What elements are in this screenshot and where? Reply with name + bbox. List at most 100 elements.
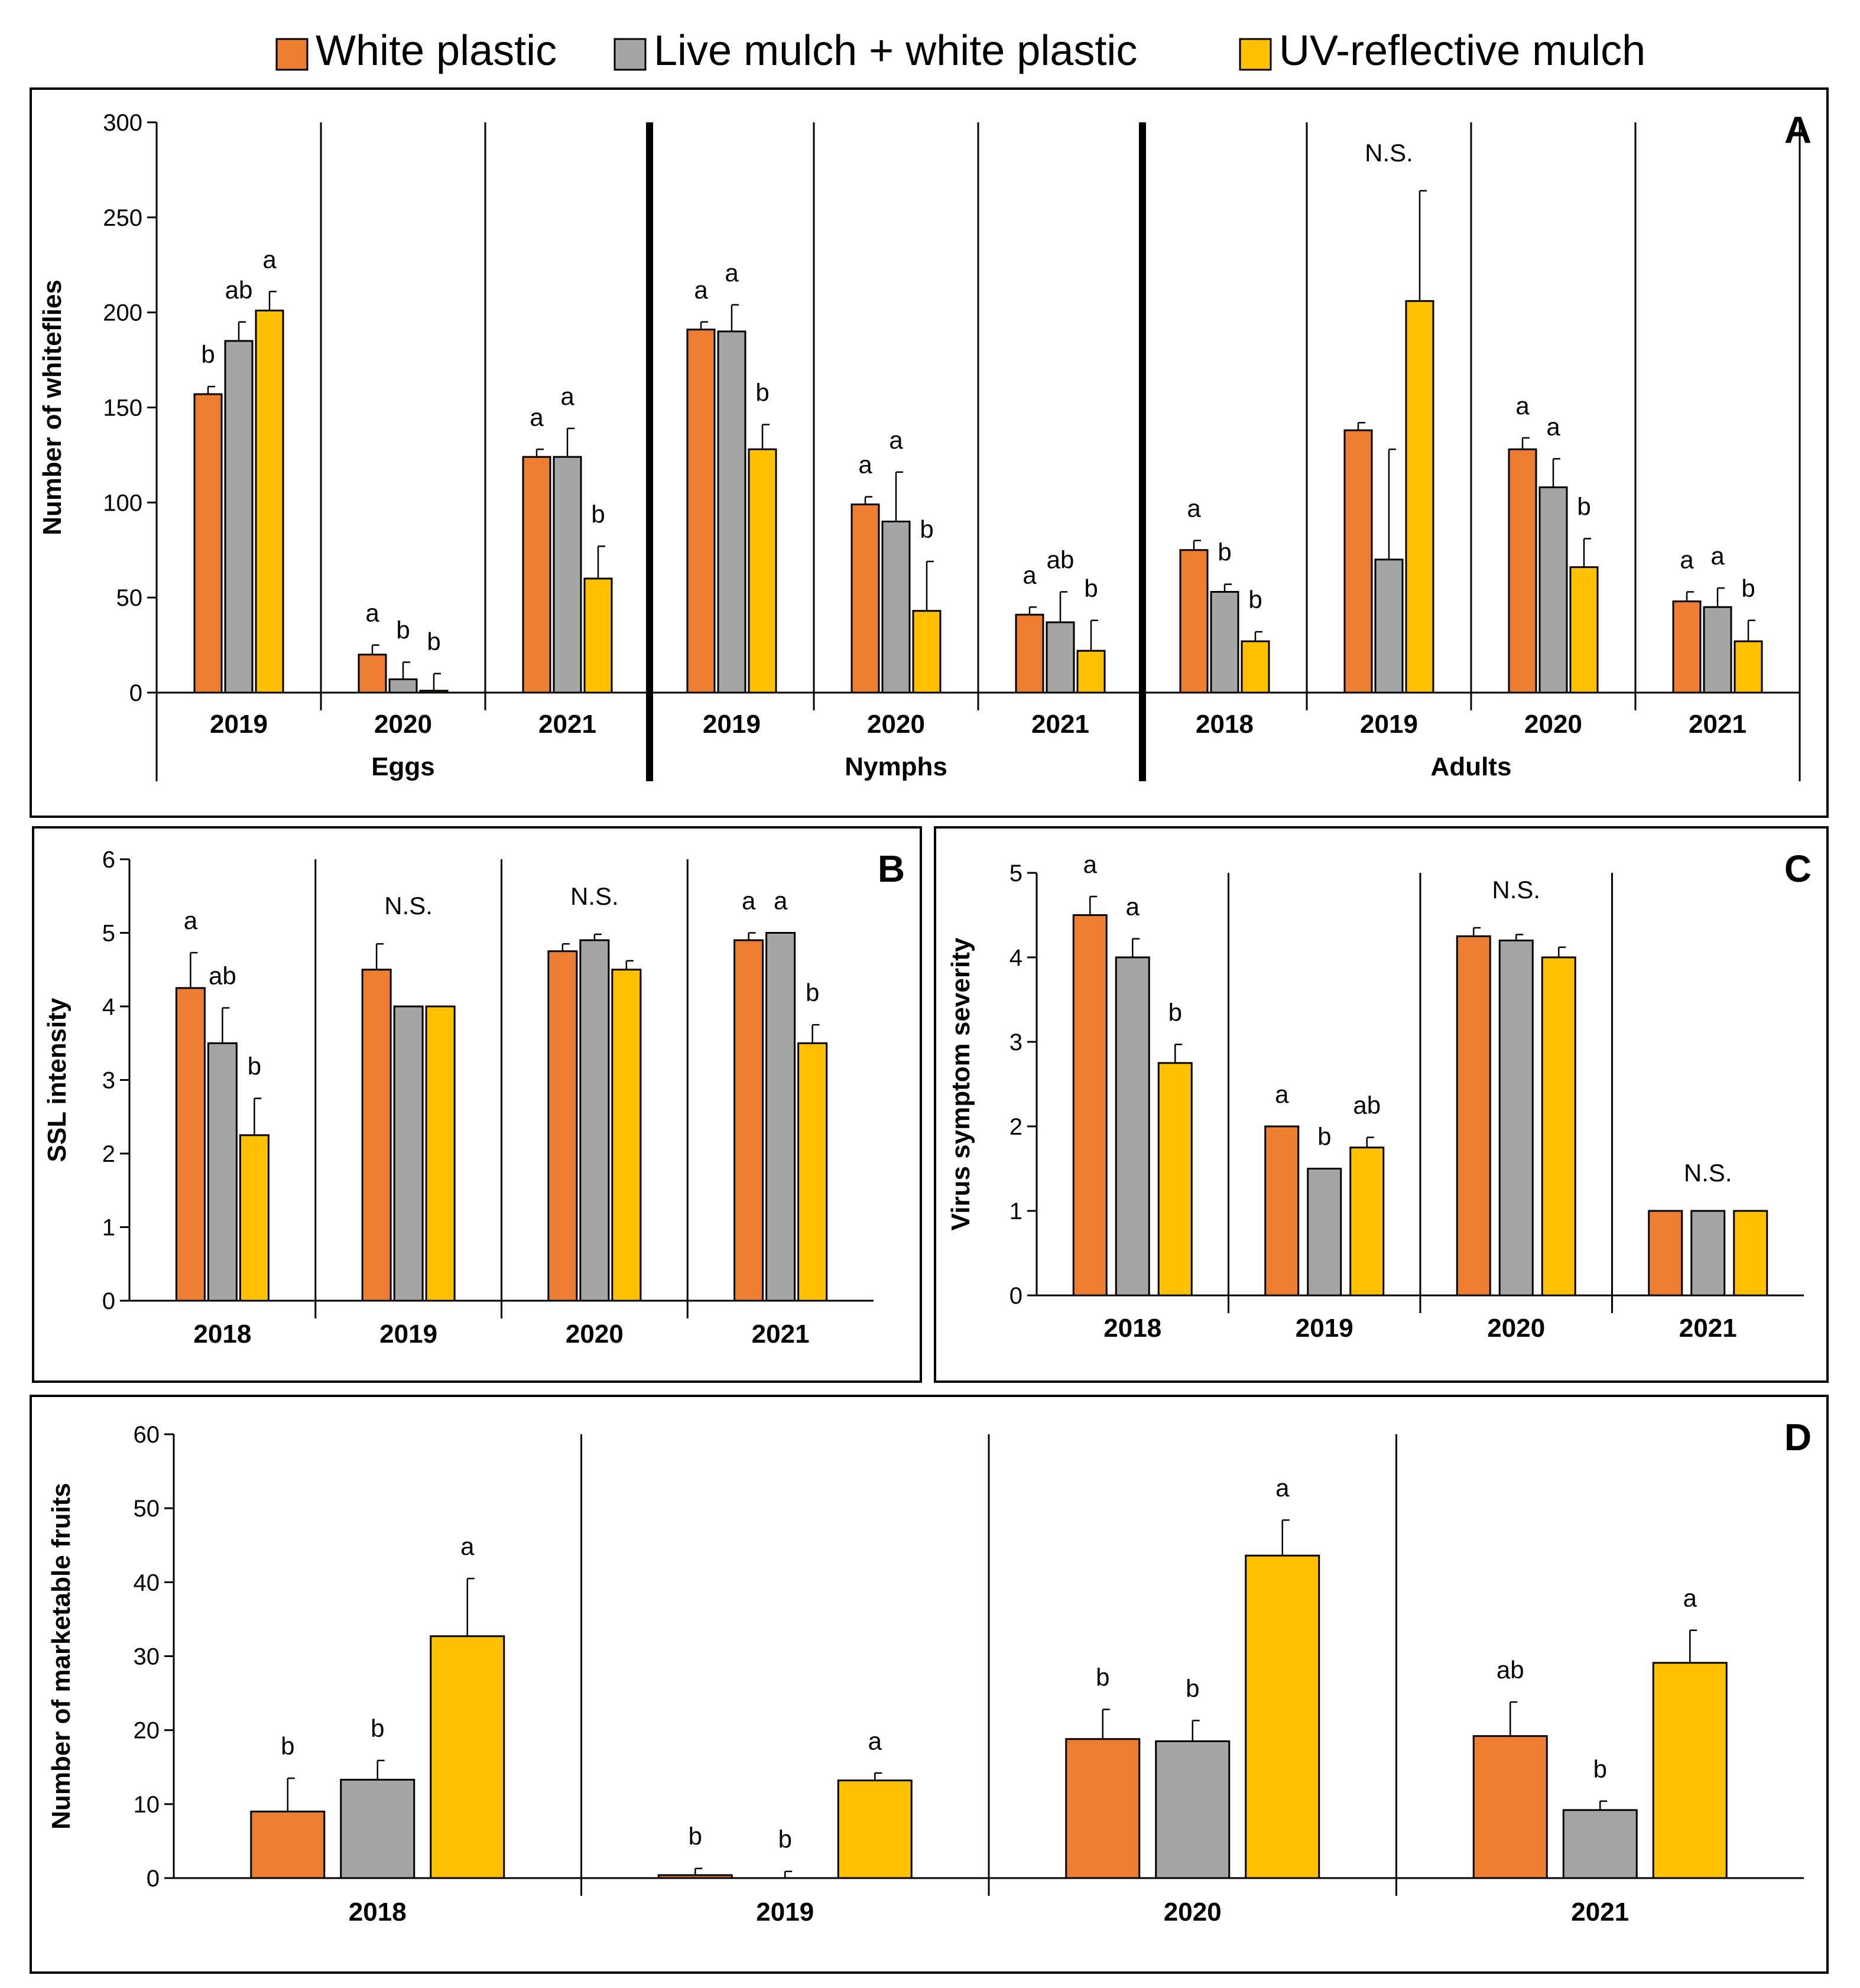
- significance-letter: b: [371, 1714, 384, 1742]
- significance-letter: b: [1317, 1123, 1331, 1151]
- ns-label: N.S.: [1492, 876, 1540, 904]
- y-tick-label: 60: [134, 1422, 160, 1448]
- significance-letter: a: [1515, 392, 1530, 420]
- significance-letter: b: [689, 1823, 702, 1850]
- significance-letter: ab: [1497, 1656, 1524, 1684]
- bar: [797, 1042, 828, 1302]
- x-tick-label: 2018: [349, 1898, 407, 1927]
- significance-letter: ab: [1047, 546, 1075, 574]
- bar: [358, 654, 387, 694]
- significance-letter: a: [1680, 546, 1694, 574]
- significance-letter: a: [1275, 1474, 1290, 1502]
- legend-swatch: [613, 38, 647, 71]
- x-tick-label: 2021: [1689, 710, 1747, 739]
- bar: [733, 939, 764, 1302]
- bar: [522, 456, 551, 694]
- category-2021: 2021 N.S.: [1648, 1159, 1768, 1343]
- bar: [1648, 1210, 1683, 1297]
- x-tick-label: 2020: [1164, 1898, 1222, 1927]
- bar: [851, 504, 880, 694]
- bar: [224, 340, 254, 694]
- y-tick-label: 3: [1009, 1029, 1022, 1055]
- category-2021: 2021 ab b a: [1472, 1584, 1728, 1927]
- y-tick-label: 50: [116, 585, 143, 611]
- bar: [1562, 1809, 1638, 1879]
- y-tick-label: 1: [1009, 1198, 1022, 1224]
- bar: [1343, 429, 1373, 694]
- bar: [912, 610, 942, 694]
- significance-letter: b: [427, 628, 440, 655]
- bar: [1734, 640, 1763, 694]
- significance-letter: a: [184, 907, 198, 934]
- y-tick-label: 250: [103, 205, 142, 231]
- significance-letter: a: [1710, 542, 1725, 570]
- significance-letter: b: [1218, 538, 1231, 566]
- bar: [1157, 1062, 1193, 1297]
- group-label: Eggs: [371, 752, 435, 781]
- significance-letter: a: [858, 451, 872, 479]
- bar: [1569, 566, 1599, 694]
- category-2018: 2018 b b a: [250, 1532, 505, 1927]
- x-tick-label: 2019: [379, 1320, 437, 1349]
- bar: [361, 969, 392, 1302]
- bar: [1072, 914, 1108, 1297]
- bar: [1155, 1740, 1231, 1879]
- bar: [430, 1635, 505, 1879]
- significance-letter: b: [755, 378, 769, 406]
- significance-letter: a: [530, 403, 544, 431]
- panel-frame: [30, 1395, 1829, 1974]
- bar: [547, 950, 578, 1302]
- bar: [1456, 935, 1491, 1297]
- y-tick-label: 2: [1009, 1114, 1022, 1140]
- significance-letter: b: [1168, 998, 1182, 1026]
- x-tick-label: 2020: [1524, 710, 1582, 739]
- category-2018: 2018 aab b: [175, 907, 270, 1349]
- bar: [1210, 591, 1239, 694]
- bar: [425, 1005, 456, 1302]
- bar: [1405, 300, 1434, 694]
- bar: [1541, 956, 1576, 1297]
- significance-letter: a: [560, 382, 574, 410]
- x-tick-label: 2021: [1031, 710, 1089, 739]
- bar: [583, 577, 613, 694]
- category-2020: 2020 aa b: [851, 426, 942, 739]
- significance-letter: a: [1126, 893, 1140, 921]
- y-axis-label: Number of whiteflies: [38, 280, 67, 535]
- panel-d: 0 10 20 30 40 50 60 Number of marketable fruits…: [30, 1395, 1829, 1974]
- y-tick-label: 30: [134, 1644, 160, 1670]
- bar: [207, 1042, 238, 1302]
- bar: [255, 309, 284, 694]
- y-tick-label: 0: [129, 680, 142, 706]
- x-tick-label: 2020: [566, 1320, 624, 1349]
- x-tick-label: 2021: [1571, 1898, 1629, 1927]
- ns-label: N.S.: [570, 882, 619, 910]
- y-tick-label: 0: [102, 1288, 115, 1314]
- bar: [1245, 1554, 1320, 1879]
- y-tick-label: 50: [134, 1496, 160, 1522]
- bar: [1538, 486, 1568, 694]
- significance-letter: a: [1022, 561, 1037, 589]
- y-tick-label: 20: [134, 1718, 160, 1744]
- bar: [686, 329, 716, 694]
- panel-frame: [32, 826, 922, 1383]
- significance-letter: b: [1593, 1755, 1607, 1783]
- bar: [1672, 600, 1702, 694]
- significance-letter: a: [1275, 1080, 1289, 1108]
- panel-frame: [30, 87, 1829, 818]
- bar: [611, 969, 642, 1302]
- significance-letter: b: [806, 979, 819, 1006]
- ns-label: N.S.: [1684, 1159, 1732, 1187]
- significance-letter: b: [1084, 574, 1098, 602]
- bar: [1472, 1735, 1548, 1879]
- significance-letter: b: [1741, 574, 1755, 602]
- x-tick-label: 2019: [756, 1898, 814, 1927]
- ns-label: N.S.: [1365, 139, 1413, 167]
- significance-letter: ab: [209, 961, 236, 989]
- y-tick-label: 5: [102, 921, 115, 947]
- bar: [1703, 606, 1732, 694]
